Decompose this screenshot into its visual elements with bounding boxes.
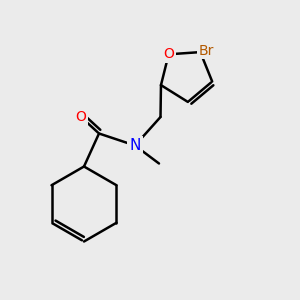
Text: N: N (129, 138, 141, 153)
Text: O: O (163, 47, 174, 61)
Text: Br: Br (199, 44, 214, 58)
Text: O: O (76, 110, 86, 124)
